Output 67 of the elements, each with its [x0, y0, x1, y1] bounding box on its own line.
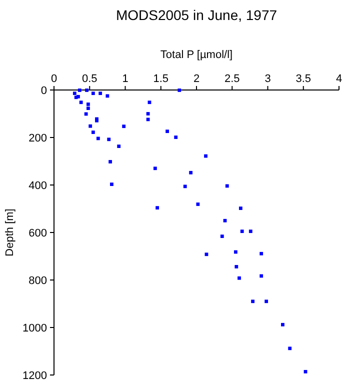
point [122, 124, 126, 128]
x-tick-label: 0.5 [82, 73, 98, 85]
point [225, 184, 229, 188]
point [86, 102, 90, 106]
point [251, 300, 254, 304]
point [117, 144, 121, 148]
point [204, 252, 208, 256]
point [153, 166, 157, 170]
point [108, 160, 112, 164]
point [98, 92, 102, 96]
point [238, 206, 242, 210]
point [91, 92, 95, 96]
point [146, 118, 150, 122]
point [174, 136, 178, 139]
y-tick-label: 200 [28, 132, 47, 144]
point [78, 88, 82, 92]
y-tick-label: 600 [28, 227, 47, 240]
point [234, 250, 238, 254]
point [264, 300, 268, 304]
point [288, 346, 292, 350]
point [106, 94, 110, 98]
point [240, 230, 244, 234]
point [220, 234, 224, 238]
x-tick-label: 3 [264, 73, 271, 85]
y-tick-label: 0 [40, 84, 47, 97]
point [85, 88, 88, 92]
point [76, 94, 80, 98]
x-axis-title: Total P [µmol/l] [160, 49, 233, 61]
chart-title: MODS2005 in June, 1977 [116, 7, 278, 23]
point [260, 274, 264, 278]
point [148, 100, 152, 104]
point [86, 106, 90, 110]
x-tick-label: 1.5 [153, 73, 169, 85]
point [234, 265, 238, 268]
point [204, 154, 208, 158]
x-tick-label: 3.5 [296, 73, 312, 85]
x-tick-label: 4 [336, 73, 342, 85]
x-tick-label: 2.5 [224, 73, 240, 85]
y-tick-label: 1000 [22, 322, 47, 334]
point [146, 112, 150, 116]
point [156, 206, 160, 210]
point [238, 276, 241, 280]
y-axis-title: Depth [m] [4, 208, 16, 256]
x-tick-label: 1 [122, 73, 128, 85]
point [110, 182, 114, 186]
y-tick-label: 400 [28, 180, 47, 192]
point [84, 112, 88, 116]
point [248, 230, 252, 234]
point [79, 100, 83, 104]
point [88, 124, 92, 128]
point [72, 92, 76, 96]
point [281, 322, 284, 326]
y-tick-label: 1200 [22, 370, 47, 382]
point [91, 130, 95, 134]
point [96, 136, 100, 140]
point [107, 138, 111, 142]
point [178, 88, 182, 92]
point [183, 184, 187, 188]
point [166, 130, 169, 134]
x-tick-label: 2 [193, 73, 200, 85]
point [196, 202, 200, 206]
x-tick-label: 0 [50, 73, 58, 85]
y-tick-label: 800 [28, 274, 47, 287]
point [260, 252, 264, 256]
point [189, 170, 192, 174]
point [223, 218, 227, 222]
point [304, 370, 308, 374]
